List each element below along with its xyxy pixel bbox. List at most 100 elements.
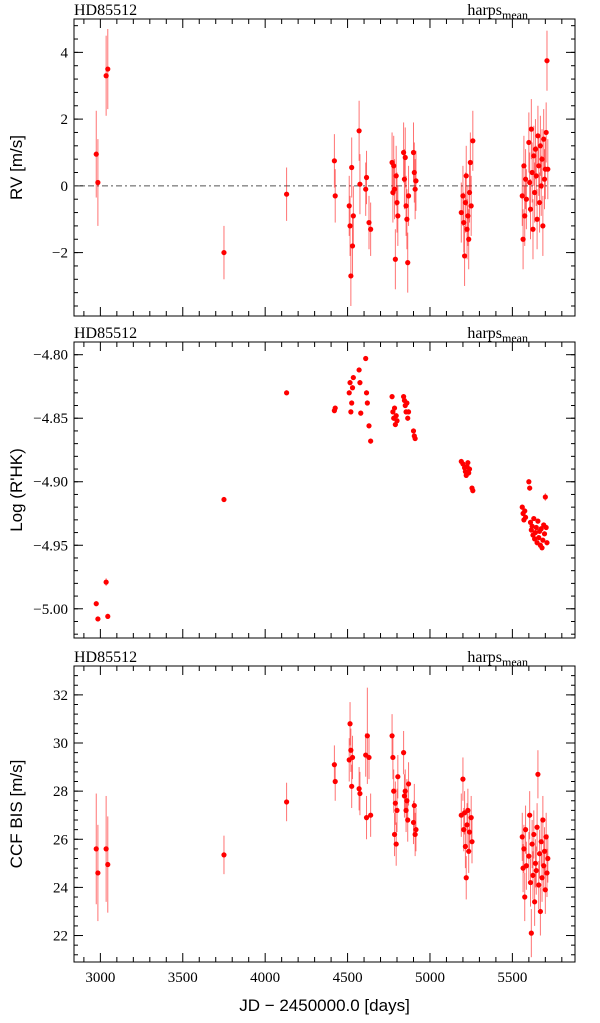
- data-point: [349, 783, 355, 789]
- data-point: [522, 514, 529, 520]
- data-point: [357, 380, 363, 386]
- data-point: [105, 861, 111, 868]
- data-point: [405, 781, 412, 787]
- data-point: [389, 394, 395, 400]
- data-point: [347, 721, 353, 727]
- panel-title-right-main: harps: [467, 2, 502, 19]
- data-point: [347, 223, 353, 229]
- data-point: [467, 159, 473, 166]
- data-point: [363, 186, 369, 192]
- data-point: [526, 479, 532, 485]
- data-point: [540, 817, 546, 823]
- data-point: [349, 164, 355, 171]
- data-point: [461, 253, 468, 259]
- data-point: [93, 601, 99, 607]
- x-tick-label: 5000: [415, 970, 445, 986]
- panel-title-right-main: harps: [467, 325, 502, 342]
- x-tick-label: 5500: [497, 970, 527, 986]
- data-point: [460, 193, 466, 199]
- panel-title-left: HD85512: [74, 649, 137, 666]
- data-point: [526, 139, 532, 146]
- data-point: [533, 173, 539, 179]
- data-point: [522, 894, 528, 900]
- data-point: [531, 831, 537, 838]
- data-point: [363, 355, 369, 362]
- y-tick-label: −4.80: [33, 348, 68, 364]
- y-tick-label: 26: [53, 832, 69, 848]
- data-point: [364, 400, 370, 406]
- data-point: [358, 410, 364, 416]
- panel-title-left: HD85512: [74, 325, 137, 342]
- data-point: [466, 236, 472, 242]
- data-point: [410, 428, 417, 434]
- data-point: [392, 256, 398, 262]
- data-point: [544, 58, 550, 64]
- y-tick-label: 28: [53, 784, 68, 800]
- data-point: [539, 545, 545, 551]
- data-point: [532, 529, 539, 536]
- data-point: [544, 540, 550, 546]
- data-point: [363, 174, 370, 181]
- data-point: [283, 799, 290, 805]
- data-point: [391, 405, 398, 411]
- data-point: [390, 754, 396, 761]
- data-point: [103, 579, 109, 585]
- data-point: [460, 776, 466, 782]
- data-point: [528, 126, 534, 132]
- data-point: [346, 203, 352, 209]
- data-point: [394, 199, 400, 206]
- data-point: [470, 488, 476, 494]
- x-tick-label: 3500: [168, 970, 198, 986]
- data-point: [469, 839, 475, 845]
- data-point: [541, 531, 548, 537]
- data-point: [105, 66, 111, 72]
- data-point: [530, 226, 536, 232]
- panel-title-right-sub: mean: [502, 8, 528, 22]
- data-point: [537, 908, 543, 915]
- data-point: [395, 774, 401, 780]
- data-point: [404, 400, 410, 406]
- data-point: [522, 176, 529, 182]
- panel-2: HD85512 harpsmean −5.00 −4.95 −4.90 −4.85 −4.8…: [7, 325, 576, 639]
- data-point: [363, 815, 370, 821]
- plot-frame: [73, 18, 576, 317]
- data-point: [534, 216, 540, 222]
- data-point: [463, 173, 469, 179]
- data-point: [402, 154, 408, 161]
- x-tick-label: 3000: [85, 970, 115, 986]
- data-point: [527, 812, 533, 818]
- data-point: [105, 613, 111, 620]
- x-tick-label: 4000: [250, 970, 280, 986]
- data-point: [349, 385, 356, 391]
- data-point: [349, 243, 356, 249]
- data-point: [349, 400, 355, 406]
- data-point: [393, 841, 399, 847]
- data-point: [332, 778, 338, 785]
- panel-3: HD85512 harpsmean 22 24 26 28 30 32 CCF BIS [m/s…: [7, 649, 576, 986]
- data-point: [532, 899, 538, 905]
- data-point: [528, 930, 534, 936]
- data-point: [405, 193, 412, 199]
- data-point: [405, 817, 411, 823]
- data-point: [356, 367, 362, 373]
- data-point: [413, 827, 419, 833]
- data-point: [535, 771, 541, 777]
- plot-frame: [73, 341, 576, 639]
- data-point: [535, 133, 541, 139]
- data-point: [393, 173, 399, 179]
- data-point: [532, 146, 539, 152]
- data-point: [363, 390, 370, 396]
- data-point: [541, 176, 548, 182]
- y-axis-label: CCF BIS [m/s]: [7, 760, 26, 869]
- data-point: [332, 193, 338, 199]
- data-point: [350, 374, 356, 381]
- data-point: [529, 523, 535, 529]
- data-point: [542, 494, 548, 500]
- data-point: [391, 163, 397, 169]
- data-point: [349, 754, 356, 761]
- data-point: [543, 129, 549, 136]
- data-point: [95, 616, 101, 622]
- x-tick-label: 4500: [333, 970, 363, 986]
- data-point: [531, 515, 537, 522]
- data-point: [532, 860, 539, 866]
